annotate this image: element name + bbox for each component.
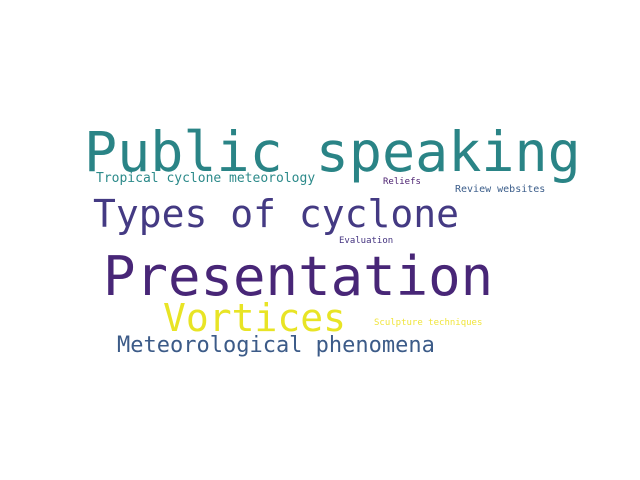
word-review-websites: Review websites: [455, 184, 546, 195]
word-sculpture-techniques: Sculpture techniques: [374, 318, 483, 328]
word-vortices: Vortices: [163, 296, 347, 340]
word-meteorological-phenomena: Meteorological phenomena: [117, 333, 435, 358]
word-public-speaking: Public speaking: [84, 120, 581, 184]
word-tropical-cyclone-meteorology: Tropical cyclone meteorology: [96, 171, 316, 186]
word-evaluation: Evaluation: [339, 236, 394, 246]
word-presentation: Presentation: [103, 245, 494, 308]
word-reliefs: Reliefs: [383, 177, 421, 187]
word-types-of-cyclone: Types of cyclone: [93, 192, 460, 236]
